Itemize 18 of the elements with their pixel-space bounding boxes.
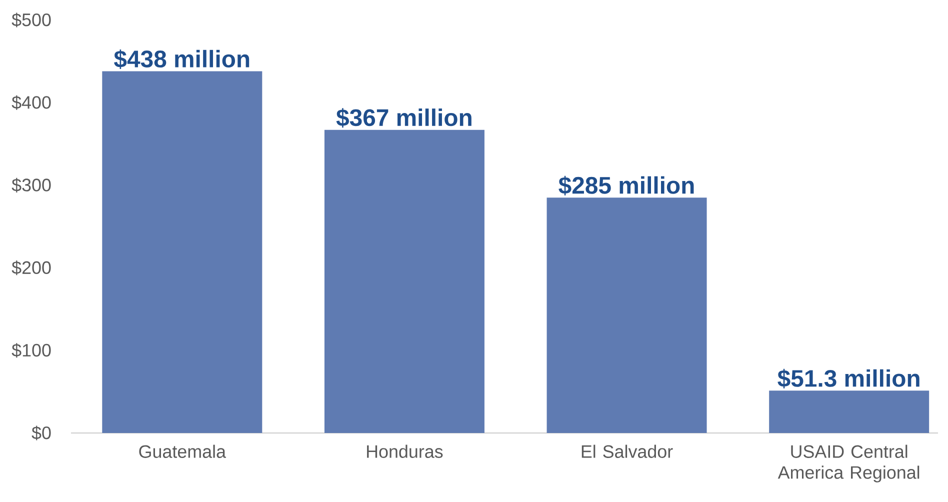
data-label: $438 million xyxy=(114,49,250,70)
bar xyxy=(769,390,930,433)
y-tick-label: $100 xyxy=(12,343,51,358)
y-tick-label: $400 xyxy=(12,95,51,110)
bar xyxy=(324,130,484,433)
y-tick-label: $300 xyxy=(12,178,51,192)
y-tick-label: $200 xyxy=(12,260,51,276)
bar xyxy=(546,198,707,433)
y-tick-label: $0 xyxy=(32,426,51,440)
x-tick-label: El Salvador xyxy=(582,444,673,458)
data-label: $285 million xyxy=(558,176,694,196)
bar xyxy=(102,71,262,433)
data-label: $367 million xyxy=(336,108,472,128)
x-tick-label: USAID Central America Regional xyxy=(778,444,920,482)
data-label: $51.3 million xyxy=(778,368,920,388)
x-tick-label: Honduras xyxy=(367,444,443,458)
y-tick-label: $500 xyxy=(12,12,51,28)
x-tick-label: Guatemala xyxy=(139,444,226,458)
